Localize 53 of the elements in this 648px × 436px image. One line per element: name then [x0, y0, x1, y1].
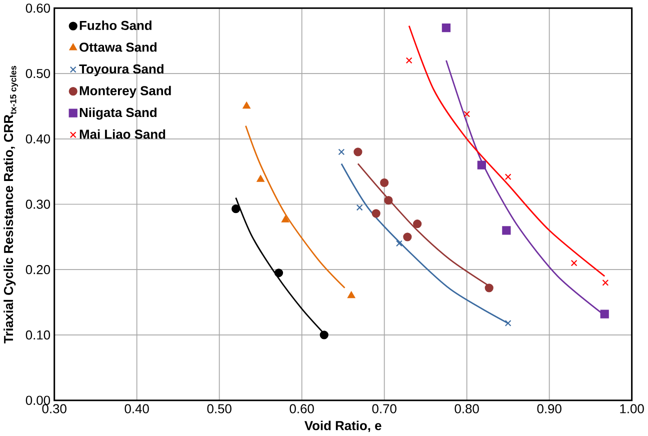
point — [477, 160, 486, 170]
y-tick-label: 0.40 — [26, 134, 50, 144]
point — [282, 216, 290, 223]
legend-label: Monterey Sand — [80, 86, 171, 98]
point — [502, 226, 511, 235]
x-tick-label: 1.00 — [620, 404, 644, 414]
point — [242, 102, 250, 109]
x-axis-title: Void Ratio, e — [304, 420, 382, 432]
point — [348, 292, 356, 298]
point — [504, 320, 512, 327]
point — [464, 111, 470, 118]
x-tick-label: 0.80 — [454, 404, 479, 414]
point — [504, 174, 512, 180]
point — [602, 280, 609, 286]
legend-label: Fuzho Sand — [80, 20, 152, 30]
point — [380, 178, 389, 188]
y-axis-title: $\textbf{Triaxial Cyclic Resistance Ratio, CRR}_{\textbf{tx-15 cycles}}$ — [4, 66, 18, 344]
point — [232, 204, 240, 214]
legend-label: Toyoura Sand — [79, 64, 164, 76]
point — [274, 268, 284, 278]
x-tick-label: 0.70 — [372, 404, 396, 414]
point — [413, 220, 422, 228]
legend-label: Ottawa Sand — [80, 42, 156, 52]
y-tick-label: 0.30 — [26, 200, 50, 209]
x-tick-label: 0.60 — [290, 404, 314, 414]
point — [372, 209, 380, 218]
legend-label: Mai Liao Sand — [80, 130, 166, 139]
x-tick-label: 0.40 — [124, 404, 149, 414]
point — [338, 148, 345, 156]
y-tick-label: 0.10 — [26, 330, 50, 340]
y-tick-label: 0.60 — [26, 4, 50, 13]
point — [354, 148, 362, 156]
point — [570, 260, 578, 266]
point — [320, 330, 328, 340]
x-tick-label: 0.30 — [42, 404, 66, 414]
point — [600, 310, 609, 319]
point — [403, 232, 412, 242]
legend-label: Niigata Sand — [80, 108, 156, 120]
point — [256, 175, 264, 182]
y-tick-label: 0.20 — [26, 265, 50, 274]
point — [484, 284, 494, 292]
point — [384, 196, 393, 205]
point — [396, 240, 402, 247]
x-tick-label: 0.90 — [537, 404, 562, 414]
line-series — [245, 125, 346, 289]
point — [356, 204, 363, 211]
x-tick-label: 0.50 — [207, 404, 232, 414]
line-series — [340, 163, 509, 324]
y-tick-label: 0.00 — [26, 396, 50, 406]
point — [406, 57, 412, 64]
point — [442, 24, 451, 32]
line-series — [408, 25, 606, 278]
y-tick-label: 0.50 — [26, 69, 50, 78]
